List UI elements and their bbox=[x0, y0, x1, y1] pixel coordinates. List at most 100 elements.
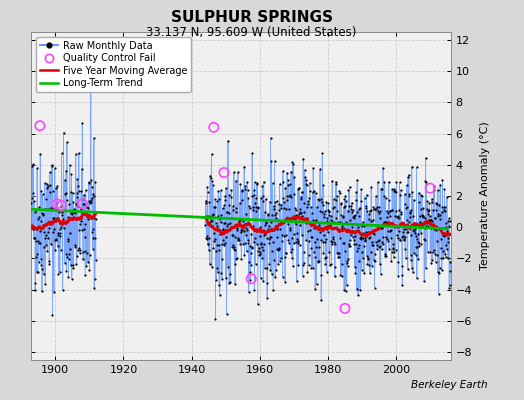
Point bbox=[232, 205, 241, 211]
Point bbox=[267, 219, 275, 226]
Point bbox=[261, 222, 270, 228]
Point bbox=[354, 206, 363, 212]
Point bbox=[257, 240, 266, 247]
Point bbox=[295, 185, 303, 191]
Point bbox=[344, 187, 353, 194]
Point bbox=[439, 255, 447, 262]
Point bbox=[356, 287, 364, 294]
Point bbox=[404, 174, 412, 180]
Point bbox=[435, 211, 444, 218]
Point bbox=[363, 192, 371, 198]
Point bbox=[371, 251, 379, 258]
Point bbox=[263, 294, 271, 301]
Point bbox=[302, 182, 311, 188]
Point bbox=[29, 235, 38, 241]
Point bbox=[88, 184, 96, 190]
Point bbox=[321, 261, 330, 267]
Point bbox=[223, 209, 232, 216]
Point bbox=[267, 158, 276, 164]
Point bbox=[333, 208, 341, 215]
Point bbox=[352, 188, 361, 195]
Point bbox=[39, 229, 48, 235]
Point bbox=[235, 237, 243, 243]
Point bbox=[218, 241, 226, 247]
Point bbox=[333, 226, 342, 233]
Point bbox=[81, 234, 90, 240]
Point bbox=[242, 220, 250, 227]
Point bbox=[279, 178, 287, 185]
Point bbox=[329, 234, 337, 240]
Point bbox=[374, 238, 382, 245]
Text: SULPHUR SPRINGS: SULPHUR SPRINGS bbox=[170, 10, 333, 25]
Point bbox=[79, 200, 88, 207]
Point bbox=[442, 242, 451, 248]
Point bbox=[340, 196, 348, 202]
Point bbox=[37, 262, 46, 268]
Point bbox=[36, 151, 45, 158]
Point bbox=[444, 235, 452, 242]
Point bbox=[324, 207, 332, 214]
Point bbox=[387, 249, 396, 256]
Point bbox=[29, 226, 37, 233]
Point bbox=[232, 255, 241, 262]
Point bbox=[77, 206, 85, 212]
Point bbox=[252, 208, 260, 215]
Point bbox=[427, 260, 435, 266]
Point bbox=[431, 251, 440, 258]
Point bbox=[356, 234, 365, 241]
Point bbox=[339, 213, 347, 220]
Point bbox=[326, 217, 335, 223]
Point bbox=[212, 265, 221, 272]
Point bbox=[325, 212, 334, 218]
Point bbox=[329, 236, 337, 242]
Point bbox=[64, 215, 73, 222]
Point bbox=[440, 232, 449, 239]
Point bbox=[209, 210, 217, 217]
Point bbox=[334, 250, 343, 256]
Point bbox=[91, 276, 99, 282]
Point bbox=[243, 179, 251, 185]
Point bbox=[205, 247, 213, 254]
Point bbox=[420, 278, 429, 284]
Point bbox=[91, 235, 99, 241]
Point bbox=[265, 261, 274, 267]
Point bbox=[323, 218, 332, 224]
Point bbox=[305, 237, 313, 244]
Point bbox=[289, 231, 298, 238]
Point bbox=[325, 262, 334, 268]
Point bbox=[307, 234, 315, 240]
Point bbox=[413, 236, 421, 242]
Point bbox=[34, 215, 42, 222]
Point bbox=[445, 215, 453, 222]
Point bbox=[333, 250, 341, 256]
Point bbox=[387, 234, 395, 241]
Point bbox=[299, 155, 308, 162]
Point bbox=[436, 236, 445, 242]
Point bbox=[236, 181, 245, 187]
Point bbox=[276, 258, 284, 264]
Point bbox=[42, 232, 50, 238]
Point bbox=[370, 231, 378, 238]
Point bbox=[47, 205, 55, 211]
Point bbox=[213, 242, 221, 248]
Point bbox=[340, 240, 348, 247]
Point bbox=[290, 191, 298, 197]
Point bbox=[205, 218, 214, 225]
Point bbox=[400, 200, 409, 207]
Point bbox=[369, 203, 378, 210]
Point bbox=[201, 200, 210, 207]
Point bbox=[263, 280, 271, 286]
Point bbox=[207, 175, 215, 182]
Point bbox=[219, 205, 227, 211]
Point bbox=[81, 272, 89, 279]
Point bbox=[335, 254, 343, 260]
Point bbox=[355, 242, 363, 248]
Point bbox=[322, 254, 330, 261]
Point bbox=[438, 208, 446, 215]
Point bbox=[374, 244, 383, 250]
Point bbox=[409, 269, 417, 275]
Point bbox=[399, 232, 407, 239]
Point bbox=[220, 220, 228, 226]
Point bbox=[86, 199, 94, 206]
Point bbox=[402, 182, 411, 188]
